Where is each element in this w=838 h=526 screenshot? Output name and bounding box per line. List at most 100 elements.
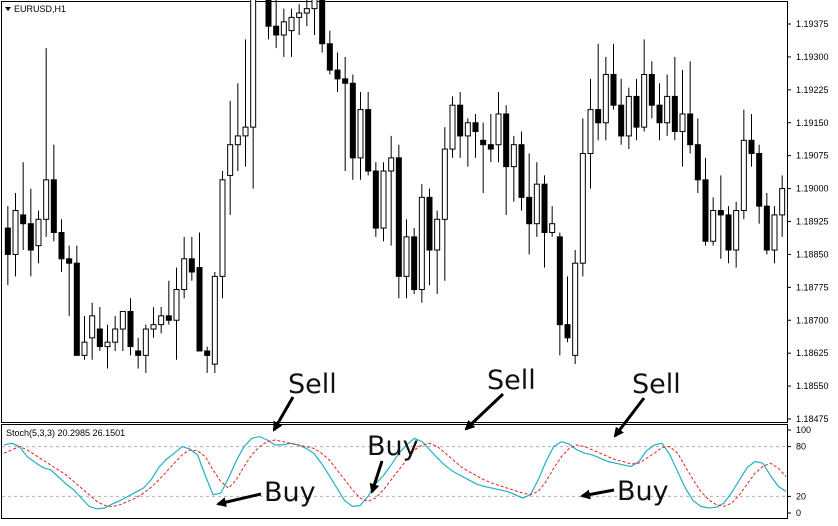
candle[interactable] — [449, 96, 456, 158]
candle[interactable] — [472, 113, 479, 158]
candle[interactable] — [280, 8, 287, 57]
candle[interactable] — [395, 144, 402, 299]
candle[interactable] — [748, 113, 755, 167]
candle[interactable] — [518, 131, 525, 211]
candle[interactable] — [265, 0, 272, 40]
candle[interactable] — [595, 43, 602, 141]
candle[interactable] — [380, 162, 387, 242]
candle[interactable] — [12, 192, 19, 277]
candle[interactable] — [671, 56, 678, 141]
candle[interactable] — [242, 39, 249, 167]
candle[interactable] — [296, 4, 303, 35]
candle[interactable] — [372, 162, 379, 237]
candle[interactable] — [211, 271, 218, 373]
candle[interactable] — [633, 78, 640, 141]
candle[interactable] — [495, 92, 502, 163]
candle[interactable] — [288, 8, 295, 57]
candle[interactable] — [311, 0, 318, 35]
candle[interactable] — [526, 153, 533, 255]
candle[interactable] — [771, 206, 778, 264]
candle[interactable] — [89, 302, 96, 360]
candle[interactable] — [250, 0, 257, 189]
candle[interactable] — [135, 337, 142, 369]
candle[interactable] — [687, 61, 694, 154]
candle[interactable] — [273, 0, 280, 49]
candle[interactable] — [158, 307, 165, 334]
candle[interactable] — [572, 250, 579, 365]
candle[interactable] — [426, 188, 433, 286]
candle[interactable] — [434, 210, 441, 294]
candle[interactable] — [35, 210, 42, 264]
candle[interactable] — [510, 135, 517, 202]
candle[interactable] — [58, 219, 65, 272]
candle[interactable] — [733, 201, 740, 268]
candle[interactable] — [779, 175, 786, 237]
candle[interactable] — [411, 228, 418, 294]
candle[interactable] — [587, 78, 594, 189]
candle[interactable] — [403, 219, 410, 299]
candle[interactable] — [756, 144, 763, 224]
candle[interactable] — [181, 236, 188, 299]
candle[interactable] — [204, 346, 211, 373]
candle[interactable] — [150, 307, 157, 338]
candle[interactable] — [334, 52, 341, 93]
candle[interactable] — [73, 245, 80, 356]
candle[interactable] — [441, 127, 448, 281]
candle[interactable] — [319, 0, 326, 53]
candle[interactable] — [564, 276, 571, 343]
candle[interactable] — [464, 118, 471, 167]
candle[interactable] — [656, 83, 663, 141]
candle[interactable] — [104, 324, 111, 369]
candle[interactable] — [625, 87, 632, 150]
price-pane[interactable] — [1, 1, 788, 423]
candle[interactable] — [579, 118, 586, 277]
candle[interactable] — [549, 206, 556, 237]
triangle-down-icon[interactable] — [5, 7, 11, 11]
candle[interactable] — [342, 56, 349, 172]
candle[interactable] — [679, 70, 686, 167]
candle[interactable] — [112, 315, 119, 351]
candle[interactable] — [142, 324, 149, 373]
candle[interactable] — [717, 175, 724, 259]
candle[interactable] — [694, 118, 701, 193]
candle[interactable] — [418, 184, 425, 303]
candle[interactable] — [326, 30, 333, 75]
candle[interactable] — [763, 192, 770, 255]
candle[interactable] — [556, 232, 563, 356]
candle[interactable] — [610, 43, 617, 110]
candle[interactable] — [388, 135, 395, 246]
candle[interactable] — [503, 105, 510, 215]
candle[interactable] — [710, 197, 717, 246]
candle[interactable] — [357, 92, 364, 180]
candle[interactable] — [234, 83, 241, 172]
candle[interactable] — [725, 206, 732, 264]
candle[interactable] — [119, 310, 126, 351]
candle[interactable] — [50, 144, 57, 242]
candle[interactable] — [27, 188, 34, 277]
candle[interactable] — [127, 298, 134, 356]
candle[interactable] — [188, 236, 195, 281]
candle[interactable] — [196, 232, 203, 352]
stochastic-pane[interactable] — [1, 424, 788, 519]
candle[interactable] — [43, 48, 50, 237]
candle[interactable] — [457, 92, 464, 158]
candle[interactable] — [664, 74, 671, 136]
candle[interactable] — [648, 61, 655, 119]
candle[interactable] — [66, 245, 73, 316]
candle[interactable] — [96, 307, 103, 351]
candle[interactable] — [365, 92, 372, 176]
candle[interactable] — [541, 175, 548, 268]
symbol-menu[interactable]: EURUSD,H1 — [5, 4, 66, 14]
candle[interactable] — [227, 100, 234, 215]
candle[interactable] — [480, 122, 487, 193]
candle[interactable] — [533, 162, 540, 237]
candle[interactable] — [81, 315, 88, 360]
candle[interactable] — [173, 267, 180, 360]
candle[interactable] — [165, 280, 172, 325]
candle[interactable] — [349, 74, 356, 180]
candle[interactable] — [618, 78, 625, 145]
candle[interactable] — [740, 109, 747, 220]
candle[interactable] — [602, 56, 609, 141]
candle[interactable] — [702, 157, 709, 246]
candle[interactable] — [303, 0, 310, 27]
